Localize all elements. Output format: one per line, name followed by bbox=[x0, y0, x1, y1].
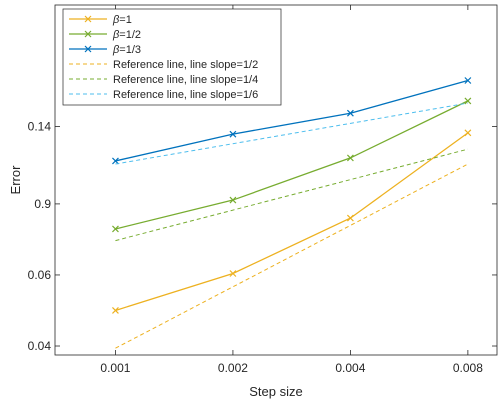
axes-layer: 0.001 0.002 0.004 0.008 0.04 0.06 0.9 0.14 bbox=[28, 4, 498, 375]
legend-label-2: β=1/3 bbox=[112, 44, 141, 56]
x-tick-label-0: 0.001 bbox=[100, 361, 130, 375]
series-line-5 bbox=[115, 102, 468, 165]
series-line-0 bbox=[115, 132, 469, 312]
legend-item-4: Reference line, line slope=1/4 bbox=[69, 74, 258, 86]
data-point-2-2 bbox=[346, 109, 354, 117]
series-line-3 bbox=[115, 163, 469, 349]
x-axis-label: Step size bbox=[249, 384, 302, 399]
legend-box bbox=[62, 8, 282, 106]
data-point-1-1 bbox=[229, 196, 237, 204]
y-tick-label-0: 0.04 bbox=[28, 339, 52, 353]
data-point-1-3 bbox=[464, 97, 472, 105]
series-layer bbox=[112, 77, 472, 349]
data-point-0-2 bbox=[346, 214, 354, 222]
y-axis-label: Error bbox=[8, 165, 23, 195]
series-4 bbox=[115, 148, 468, 242]
series-0 bbox=[112, 129, 472, 314]
series-5 bbox=[115, 102, 468, 165]
legend-label-4: Reference line, line slope=1/4 bbox=[113, 74, 258, 86]
legend-item-0: β=1 bbox=[69, 14, 132, 26]
legend-label-3: Reference line, line slope=1/2 bbox=[113, 59, 258, 71]
legend-marker-1 bbox=[84, 30, 92, 38]
axes-box bbox=[54, 4, 498, 356]
data-point-0-1 bbox=[229, 270, 237, 277]
x-tick-label-3: 0.008 bbox=[453, 361, 483, 375]
series-line-2 bbox=[115, 79, 469, 162]
series-1 bbox=[112, 97, 472, 233]
data-point-1-2 bbox=[346, 154, 354, 162]
series-3 bbox=[115, 163, 469, 349]
x-tick-label-1: 0.002 bbox=[218, 361, 248, 375]
legend-item-5: Reference line, line slope=1/6 bbox=[69, 89, 258, 101]
data-point-0-3 bbox=[464, 129, 472, 137]
data-point-2-0 bbox=[112, 157, 119, 165]
legend: β=1 β=1/2 β=1/3 Reference line, line slope=… bbox=[62, 8, 282, 106]
legend-label-5: Reference line, line slope=1/6 bbox=[113, 89, 258, 101]
series-line-4 bbox=[115, 148, 468, 242]
data-point-2-1 bbox=[229, 130, 237, 138]
y-tick-label-1: 0.06 bbox=[28, 268, 52, 282]
y-tick-label-3: 0.14 bbox=[28, 119, 52, 133]
x-tick-label-2: 0.004 bbox=[335, 361, 365, 375]
data-point-2-3 bbox=[464, 77, 472, 84]
data-point-1-0 bbox=[112, 225, 119, 233]
legend-marker-0 bbox=[84, 15, 92, 23]
legend-marker-2 bbox=[84, 45, 92, 53]
series-2 bbox=[112, 77, 472, 165]
legend-label-1: β=1/2 bbox=[112, 29, 141, 41]
legend-item-2: β=1/3 bbox=[69, 44, 141, 56]
legend-item-1: β=1/2 bbox=[69, 29, 141, 41]
series-line-1 bbox=[115, 100, 469, 230]
data-point-0-0 bbox=[112, 307, 119, 314]
legend-label-0: β=1 bbox=[112, 14, 132, 26]
y-tick-label-2: 0.9 bbox=[34, 197, 51, 211]
legend-item-3: Reference line, line slope=1/2 bbox=[69, 59, 258, 71]
